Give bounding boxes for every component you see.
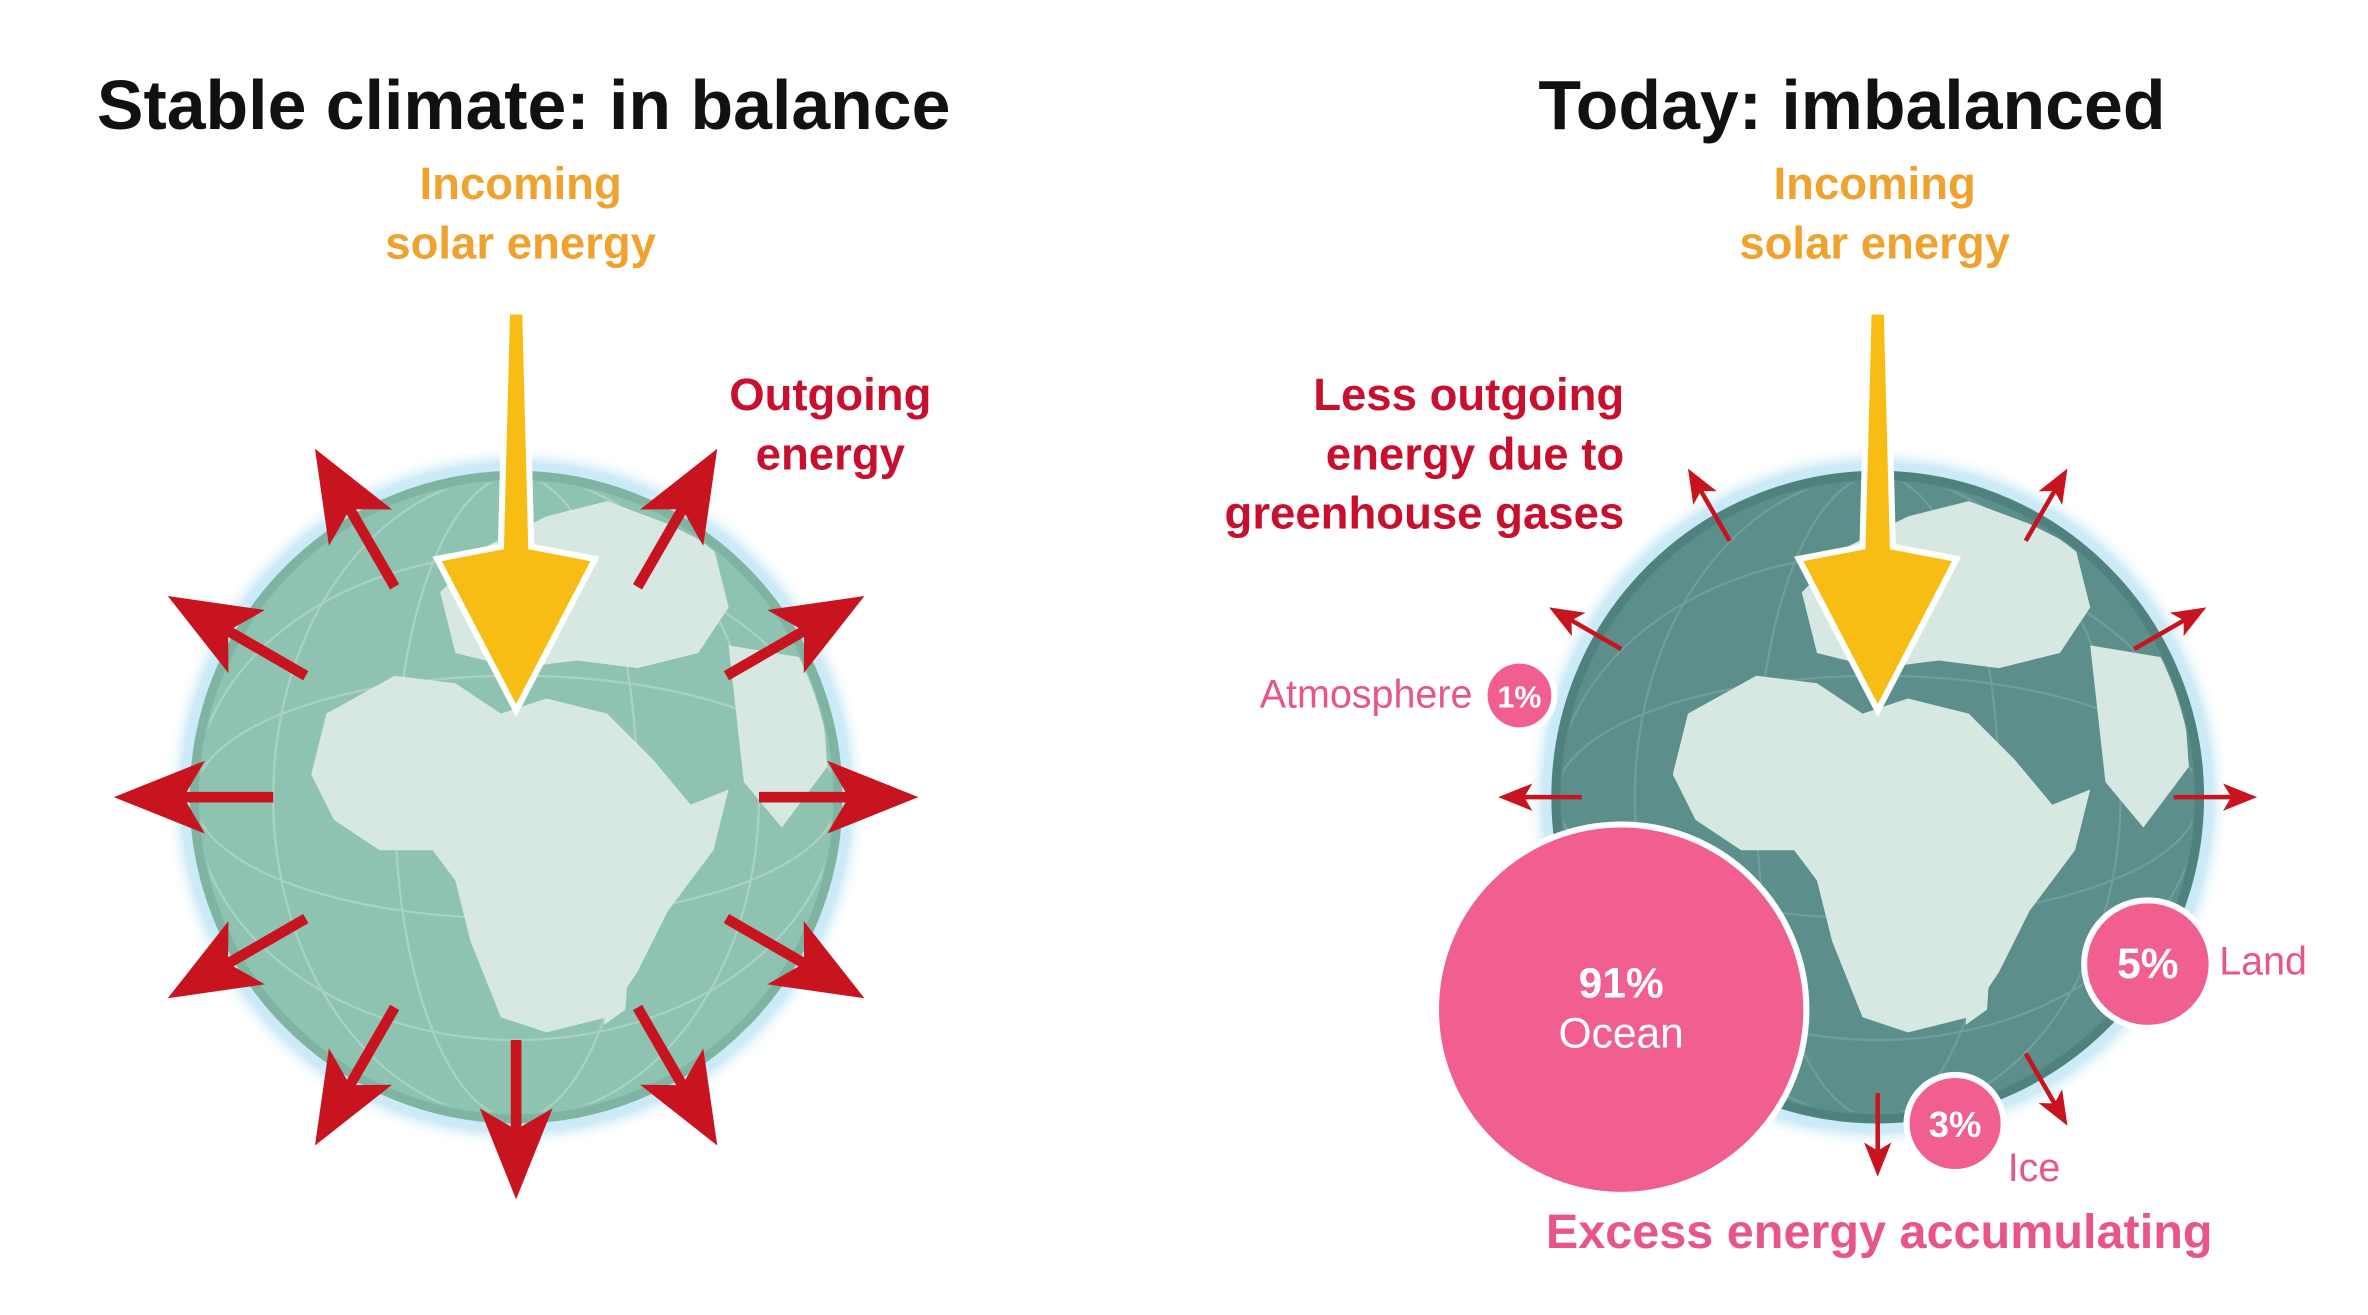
label: Incoming: [420, 158, 622, 209]
solar-arrow: [1794, 308, 1962, 718]
label: Outgoing: [729, 369, 931, 420]
label: Less outgoing: [1313, 369, 1624, 420]
outgoing-arrow: [632, 448, 718, 590]
outgoing-arrow: [723, 914, 865, 999]
outgoing-arrow: [167, 596, 309, 681]
bubble-value: 3%: [1929, 1104, 1982, 1145]
ocean-bubble: [1432, 821, 1810, 1198]
label: solar energy: [1739, 217, 2010, 268]
bubble-value: 1%: [1498, 682, 1542, 715]
label: energy: [756, 428, 906, 479]
label: solar energy: [385, 217, 656, 268]
label: greenhouse gases: [1225, 487, 1625, 538]
ice-bubble: [1903, 1071, 2007, 1176]
outgoing-arrow: [2023, 468, 2068, 542]
outgoing-arrow: [758, 760, 919, 834]
outgoing-arrow: [632, 1004, 718, 1146]
bubble-label: Ice: [2008, 1146, 2061, 1190]
outgoing-arrow: [1687, 468, 1732, 542]
solar-arrow: [432, 308, 600, 718]
outgoing-arrow: [113, 760, 274, 834]
outgoing-arrow: [1864, 1093, 1892, 1177]
outgoing-arrow: [2023, 1052, 2068, 1126]
outgoing-arrow: [314, 1004, 400, 1146]
label: Incoming: [1774, 158, 1976, 209]
bubble-label: Atmosphere: [1260, 673, 1473, 717]
label: energy due to: [1326, 428, 1624, 479]
atmosphere-bubble: [1481, 657, 1558, 734]
outgoing-arrow: [1498, 783, 1582, 811]
bubble-value: 5%: [2117, 941, 2178, 988]
footer: Excess energy accumulating: [1546, 1205, 2213, 1259]
outgoing-arrow: [723, 596, 865, 681]
bubble-label: Ocean: [1559, 1011, 1684, 1058]
bubble-value: 91%: [1579, 961, 1664, 1008]
title: Stable climate: in balance: [97, 66, 951, 144]
outgoing-arrow: [1549, 607, 1623, 652]
title: Today: imbalanced: [1538, 66, 2165, 144]
outgoing-arrow: [314, 448, 400, 590]
outgoing-arrow: [2132, 607, 2207, 652]
land-bubble: [2081, 897, 2215, 1031]
outgoing-arrow: [479, 1040, 553, 1200]
outgoing-arrow: [167, 914, 309, 999]
outgoing-arrow: [2173, 783, 2258, 811]
bubble-label: Land: [2219, 940, 2307, 984]
outgoing-arrows: [113, 448, 2258, 1200]
